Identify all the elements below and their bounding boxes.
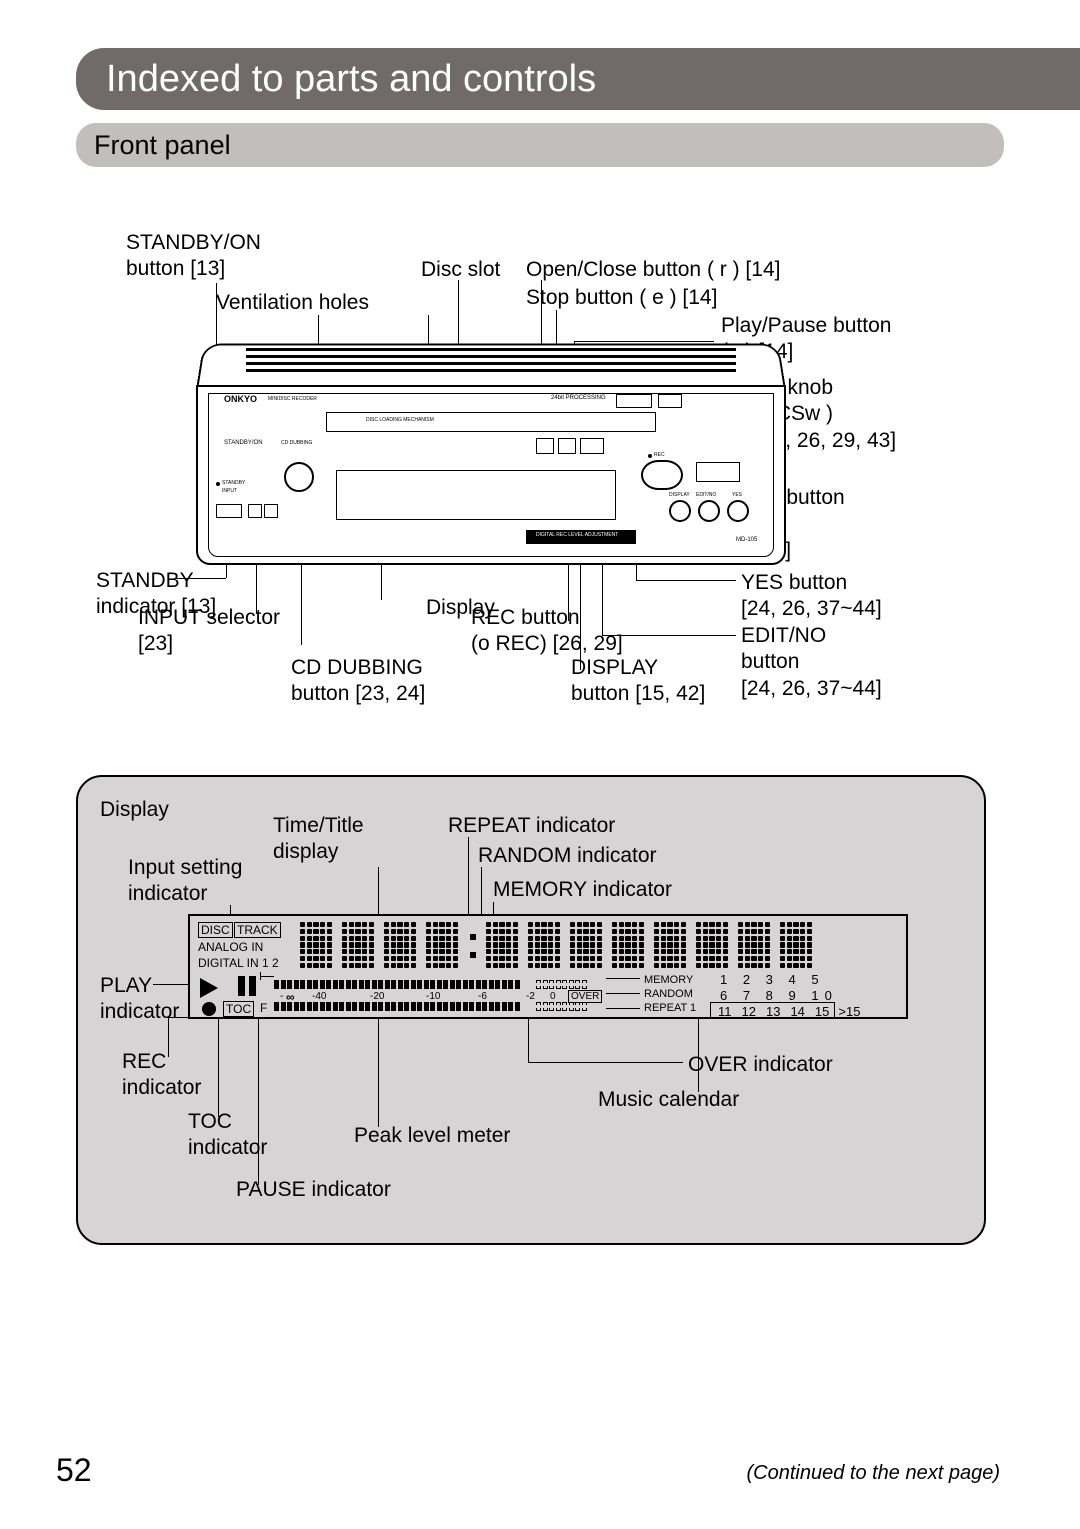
section-title: Front panel: [94, 130, 231, 161]
label-rec: REC indicator: [122, 1049, 201, 1102]
scale-40: -40: [312, 991, 326, 1002]
label-music-cal: Music calendar: [598, 1087, 739, 1113]
repeat-ind: REPEAT 1: [644, 1002, 696, 1014]
standby-t: STANDBY: [222, 480, 245, 486]
label-edit-no: EDIT/NO button [24, 26, 37~44]: [741, 623, 882, 702]
model-text: MD-105: [736, 537, 757, 543]
rec-t: REC: [654, 452, 665, 458]
display-t: DISPLAY: [669, 492, 690, 498]
subtitle-text: MINIDISC RECODER: [268, 396, 317, 402]
label-pause: PAUSE indicator: [236, 1177, 391, 1203]
label-display-btn: DISPLAY button [15, 42]: [571, 655, 705, 708]
label-display: Display: [100, 797, 169, 823]
page-number: 52: [56, 1452, 92, 1489]
section-banner: Front panel: [76, 123, 1004, 167]
label-open-close: Open/Close button ( r ) [14]: [526, 257, 780, 283]
scale-10: -10: [426, 991, 440, 1002]
page-title-banner: Indexed to parts and controls: [76, 48, 1080, 110]
page-title: Indexed to parts and controls: [106, 58, 596, 101]
brand-text: ONKYO: [224, 394, 257, 404]
label-random: RANDOM indicator: [478, 843, 657, 869]
scale-2: -2: [526, 991, 535, 1002]
label-toc: TOC indicator: [188, 1109, 267, 1162]
calendar-row1: 1 2 3 4 5: [720, 972, 825, 987]
scale-inf: ∞: [286, 990, 295, 1004]
label-display: Display: [426, 595, 495, 621]
pause-icon: [238, 976, 256, 996]
label-time-title: Time/Title display: [273, 813, 364, 866]
scale-0: 0: [550, 991, 556, 1002]
callout-line: [176, 578, 226, 579]
label-disc-slot: Disc slot: [421, 257, 500, 283]
f-ind: F: [260, 1001, 267, 1015]
digital-in-ind: DIGITAL IN 1 2: [198, 956, 279, 970]
proc-text: 24bit PROCESSING: [551, 395, 606, 401]
label-memory: MEMORY indicator: [493, 877, 672, 903]
label-standby-on: STANDBY/ON button [13]: [126, 230, 261, 283]
play-icon: [200, 978, 218, 998]
calendar-row3: 1112131415>15: [713, 1004, 860, 1019]
editno-t: EDIT/NO: [696, 492, 716, 498]
disc-ind: DISC: [198, 922, 233, 938]
label-repeat: REPEAT indicator: [448, 813, 615, 839]
label-over: OVER indicator: [688, 1052, 833, 1078]
label-standby-ind: STANDBY indicator [13]: [96, 568, 216, 621]
callout-line: [636, 580, 736, 581]
label-ventilation: Ventilation holes: [216, 290, 369, 316]
label-stop: Stop button ( e ) [14]: [526, 285, 717, 311]
analog-in-ind: ANALOG IN: [198, 940, 263, 954]
front-panel-diagram: STANDBY/ON button [13] Ventilation holes…: [96, 235, 966, 715]
yes-t: YES: [732, 492, 742, 498]
label-input-setting: Input setting indicator: [128, 855, 242, 908]
display-panel: DISC TRACK ANALOG IN DIGITAL IN 1 2 TOC …: [188, 914, 908, 1019]
input-t: INPUT: [222, 488, 237, 494]
display-diagram: Display Time/Title display Input setting…: [76, 775, 986, 1245]
scale-20: -20: [370, 991, 384, 1002]
label-cd-dubbing: CD DUBBING button [23, 24]: [291, 655, 425, 708]
continued-note: (Continued to the next page): [746, 1462, 1000, 1485]
over-ind: OVER: [568, 990, 602, 1003]
cddub-text: CD DUBBING: [281, 440, 312, 446]
label-yes: YES button [24, 26, 37~44]: [741, 570, 882, 623]
drla-text: DIGITAL REC LEVEL ADJUSTMENT: [536, 532, 618, 538]
mech-text: DISC LOADING MECHANISM: [366, 417, 434, 423]
track-ind: TRACK: [234, 922, 281, 938]
scale-6: -6: [478, 991, 487, 1002]
rec-icon: [202, 1002, 216, 1016]
calendar-row2: 6 7 8 9 10: [720, 988, 838, 1003]
random-ind: RANDOM: [644, 988, 693, 1000]
standbyon-text: STANDBY/ON: [224, 440, 263, 446]
memory-ind: MEMORY: [644, 974, 693, 986]
toc-ind: TOC: [223, 1001, 254, 1017]
callout-line: [602, 635, 736, 636]
device-illustration: ONKYO MINIDISC RECODER 24bit PROCESSING …: [196, 340, 786, 565]
